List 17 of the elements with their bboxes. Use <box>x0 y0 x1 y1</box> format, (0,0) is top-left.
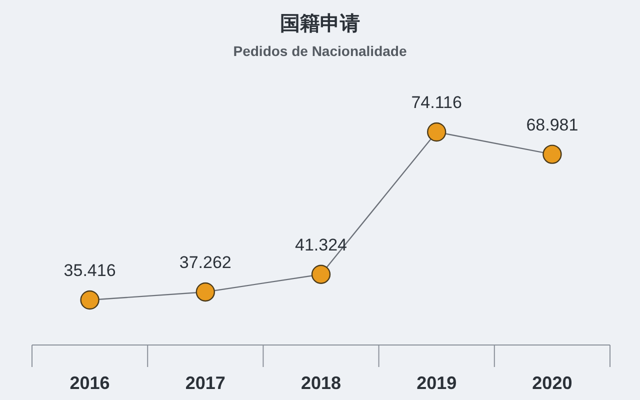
point <box>311 264 331 284</box>
chart-subtitle: Pedidos de Nacionalidade <box>233 43 407 59</box>
data-label: 74.116 <box>411 93 462 112</box>
x-tick-label: 2017 <box>185 373 226 393</box>
x-tick-label: 2016 <box>70 373 110 393</box>
x-tick-label: 2019 <box>416 373 457 393</box>
point <box>80 290 100 310</box>
data-label: 68.981 <box>526 115 578 134</box>
point <box>427 122 446 142</box>
data-label: 37.262 <box>179 252 232 272</box>
data-label: 41.324 <box>295 235 347 254</box>
x-tick-label: 2018 <box>300 373 342 393</box>
point <box>542 144 562 164</box>
chart-title: 国籍申请 <box>280 13 360 35</box>
point <box>196 282 215 302</box>
data-label: 35.416 <box>64 261 116 280</box>
x-tick-label: 2020 <box>532 373 572 393</box>
